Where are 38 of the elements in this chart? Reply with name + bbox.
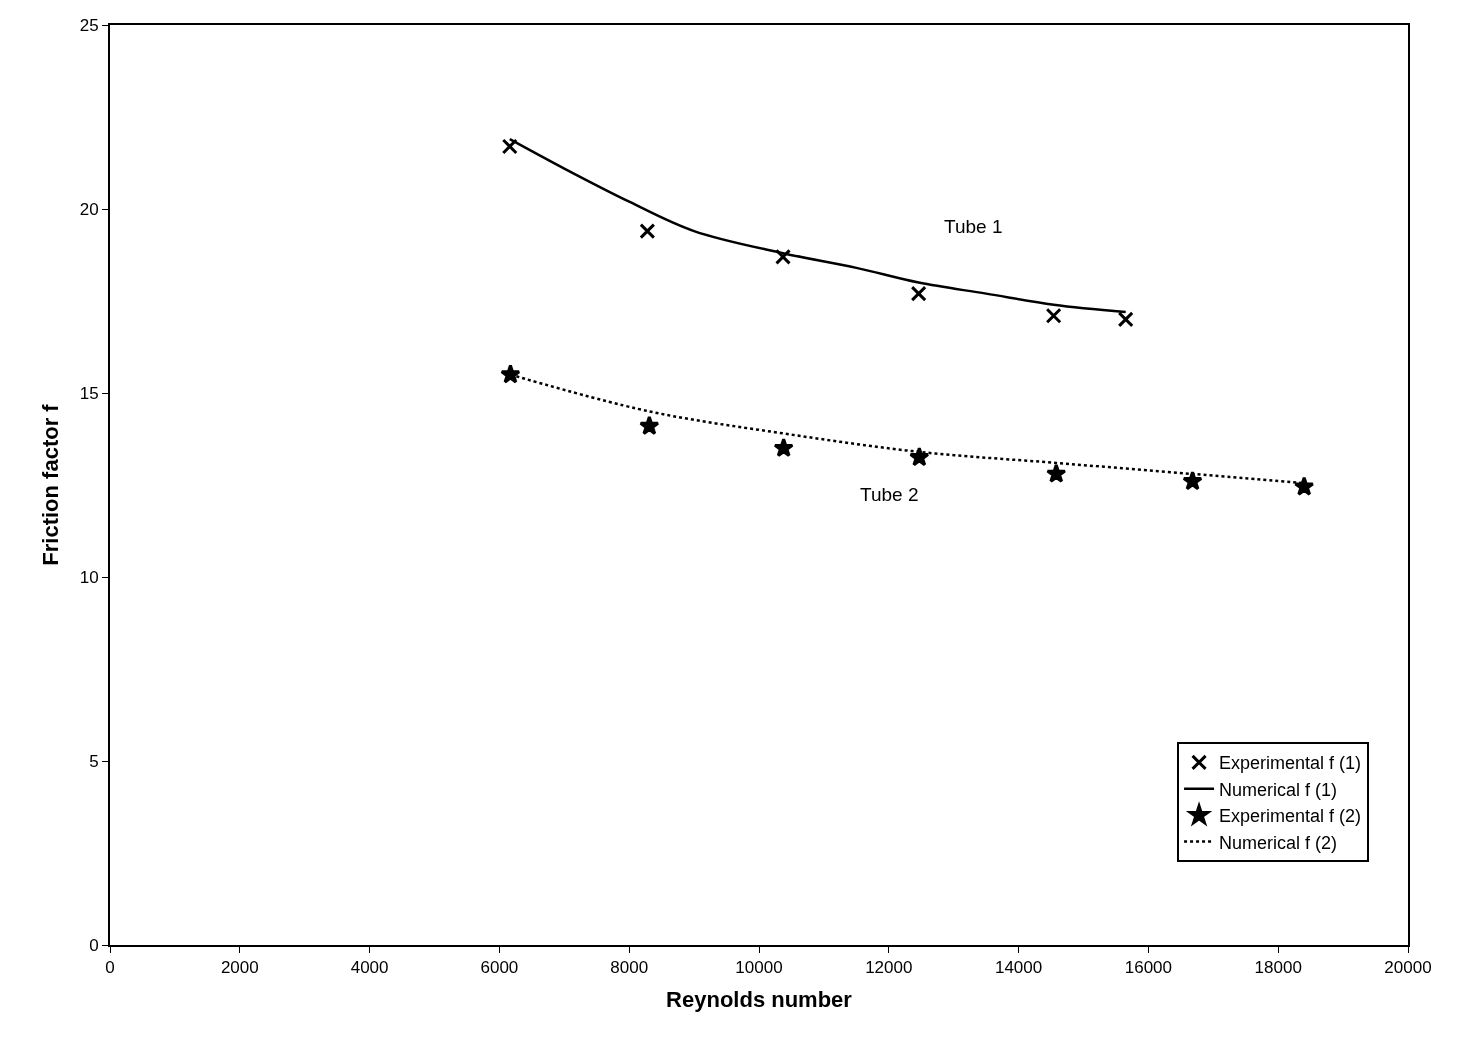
x-tick-label: 8000 (610, 958, 649, 978)
y-tick-label: 0 (89, 935, 99, 955)
annotation: Tube 1 (944, 216, 1003, 237)
point (1182, 470, 1203, 491)
point (639, 223, 656, 240)
point (773, 437, 794, 458)
annotation: Tube 2 (860, 484, 919, 505)
point (501, 138, 518, 155)
y-axis-title: Friction factor f (37, 403, 63, 566)
point (909, 446, 930, 467)
y-tick-label: 10 (79, 567, 99, 587)
point (639, 415, 660, 435)
x-tick-label: 18000 (1254, 958, 1302, 978)
point (1117, 311, 1134, 328)
point (1294, 476, 1315, 496)
point (1045, 307, 1062, 324)
x-tick-label: 14000 (994, 958, 1043, 978)
point (910, 285, 927, 302)
x-tick-label: 10000 (735, 958, 783, 978)
legend-label: Numerical f (1) (1219, 779, 1338, 800)
x-tick-label: 6000 (480, 958, 519, 978)
legend-label: Numerical f (2) (1219, 832, 1338, 853)
point (500, 364, 521, 384)
y-tick-label: 15 (79, 383, 99, 403)
x-tick-label: 2000 (220, 958, 259, 978)
x-axis-title: Reynolds number (666, 986, 853, 1012)
legend-label: Experimental f (1) (1219, 753, 1362, 774)
x-tick-label: 0 (105, 958, 115, 978)
y-tick-label: 20 (79, 199, 99, 219)
point (775, 248, 792, 265)
x-tick-label: 12000 (865, 958, 913, 978)
x-tick-label: 4000 (350, 958, 389, 978)
y-tick-label: 25 (79, 15, 99, 35)
x-tick-label: 20000 (1384, 958, 1432, 978)
legend-label: Experimental f (2) (1219, 806, 1362, 827)
x-tick-label: 16000 (1124, 958, 1173, 978)
point (1046, 463, 1067, 483)
y-tick-label: 5 (89, 751, 99, 771)
